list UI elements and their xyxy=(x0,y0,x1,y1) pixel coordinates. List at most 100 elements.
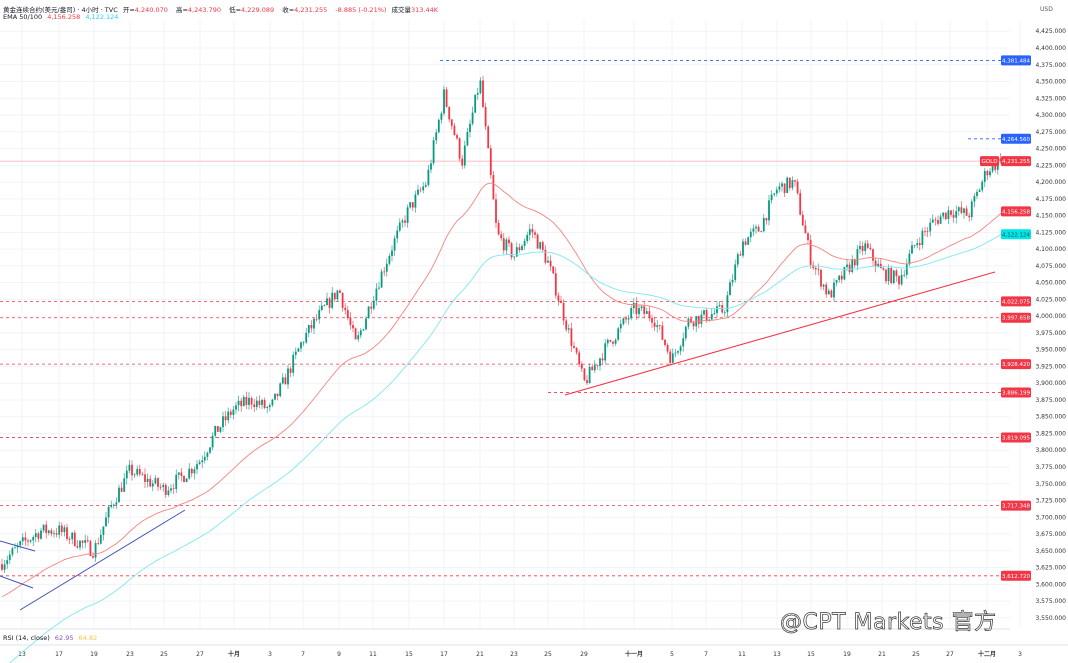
candle-body xyxy=(609,339,612,342)
candle-body xyxy=(617,328,620,340)
candle-body xyxy=(133,474,136,476)
x-tick-label: 27 xyxy=(946,651,954,658)
candle-body xyxy=(440,113,443,120)
candle-body xyxy=(55,533,58,535)
candle-body xyxy=(612,341,614,344)
candle-body xyxy=(929,222,932,232)
x-tick-label: 17 xyxy=(55,651,63,658)
candle-body xyxy=(237,400,240,406)
candle-body xyxy=(804,225,807,234)
candle-body xyxy=(180,472,183,476)
candle-body xyxy=(118,487,120,503)
ema-legend[interactable]: EMA 50/100 4,156.258 4,122.124 xyxy=(3,13,121,21)
rsi-legend[interactable]: RSI (14, close) 62.95 64.82 xyxy=(3,634,100,642)
candle-body xyxy=(461,158,464,166)
candle-body xyxy=(331,292,334,308)
x-tick-label: 11 xyxy=(369,651,377,658)
candle-body xyxy=(773,193,776,195)
candle-body xyxy=(716,306,718,314)
candle-body xyxy=(112,504,115,506)
candle-body xyxy=(747,237,750,245)
x-tick-label: 17 xyxy=(440,651,448,658)
candle-body xyxy=(110,504,113,507)
candle-body xyxy=(58,525,61,535)
candle-body xyxy=(554,273,557,296)
candle-body xyxy=(817,269,820,271)
candle-body xyxy=(115,502,118,505)
volume-number: 313.44K xyxy=(411,6,439,14)
x-tick-label: 19 xyxy=(843,651,851,658)
ema100-line xyxy=(9,233,1004,663)
candle-body xyxy=(606,339,609,344)
y-tick-label: 3,900.000 xyxy=(1035,380,1066,387)
candle-body xyxy=(924,230,926,232)
ema100-value: 4,122.124 xyxy=(85,13,119,21)
x-tick-label: 13 xyxy=(773,651,781,658)
low-number: 4,229.089 xyxy=(241,6,275,14)
y-tick-label: 4,375.000 xyxy=(1035,62,1066,69)
candle-body xyxy=(534,232,536,235)
candle-body xyxy=(978,190,981,192)
candle-body xyxy=(487,126,490,149)
candle-body xyxy=(911,245,913,254)
candle-body xyxy=(838,275,841,281)
candle-body xyxy=(801,214,804,226)
candle-body xyxy=(53,533,55,534)
candle-body xyxy=(162,484,165,488)
y-tick-label: 4,350.000 xyxy=(1035,79,1066,86)
candle-body xyxy=(674,352,677,354)
candle-body xyxy=(500,234,503,239)
ema50-value: 4,156.258 xyxy=(47,13,81,21)
x-tick-label: 3 xyxy=(268,651,272,658)
candle-body xyxy=(453,125,456,136)
candle-body xyxy=(245,396,248,405)
candle-body xyxy=(190,468,193,474)
candle-body xyxy=(547,260,549,263)
candle-body xyxy=(869,247,872,250)
candle-body xyxy=(601,358,604,361)
candle-body xyxy=(393,238,396,251)
candle-body xyxy=(692,322,695,327)
candle-body xyxy=(27,540,29,542)
candle-body xyxy=(713,313,716,315)
currency-label[interactable]: USD xyxy=(1040,6,1053,13)
x-tick-label: 7 xyxy=(301,651,305,658)
candle-body xyxy=(11,548,14,555)
channel-upper-line[interactable] xyxy=(0,540,36,552)
candle-body xyxy=(578,352,581,365)
candle-body xyxy=(336,290,339,300)
candle-body xyxy=(908,253,911,265)
candle-body xyxy=(396,230,399,239)
candle-body xyxy=(406,207,409,223)
channel-lower-line[interactable] xyxy=(0,575,34,589)
candle-body xyxy=(848,264,851,273)
rsi-value: 62.95 xyxy=(54,634,74,642)
candle-body xyxy=(944,212,947,220)
candle-body xyxy=(931,219,934,223)
candle-body xyxy=(261,400,263,405)
candle-body xyxy=(523,241,526,246)
ema-price-label: 4,122.124 xyxy=(1002,232,1030,238)
candle-body xyxy=(723,312,726,314)
candle-body xyxy=(963,208,965,213)
candle-body xyxy=(573,346,575,348)
candle-body xyxy=(34,533,37,538)
candle-body xyxy=(430,163,432,170)
candle-body xyxy=(417,189,419,195)
candle-body xyxy=(411,202,414,208)
last-price-label: 4,231.255 xyxy=(1002,159,1030,165)
last-price-label-bg xyxy=(1001,156,1031,167)
candle-body xyxy=(284,377,287,385)
candle-body xyxy=(986,170,989,176)
candle-body xyxy=(424,184,427,187)
candle-body xyxy=(794,180,796,182)
blue-trendline[interactable] xyxy=(19,509,186,611)
x-tick-label: 十二月 xyxy=(978,650,996,658)
candle-body xyxy=(177,472,180,475)
candle-body xyxy=(24,537,27,541)
support-trendline[interactable] xyxy=(564,271,996,396)
candle-body xyxy=(66,527,68,539)
candle-body xyxy=(201,460,204,463)
candle-body xyxy=(822,284,825,287)
